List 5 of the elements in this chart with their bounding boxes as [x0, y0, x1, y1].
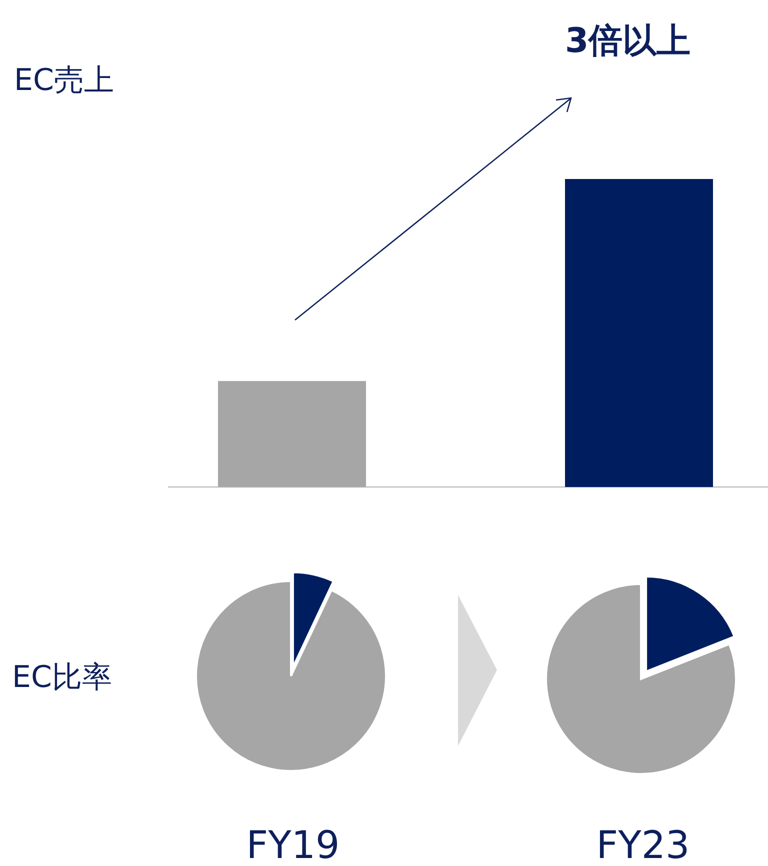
text: FY19	[246, 823, 340, 866]
text: FY23	[596, 823, 690, 866]
y-axis-title: EC売上	[14, 63, 114, 98]
text: 3倍以上	[565, 21, 691, 61]
text: EC比率	[12, 660, 112, 695]
